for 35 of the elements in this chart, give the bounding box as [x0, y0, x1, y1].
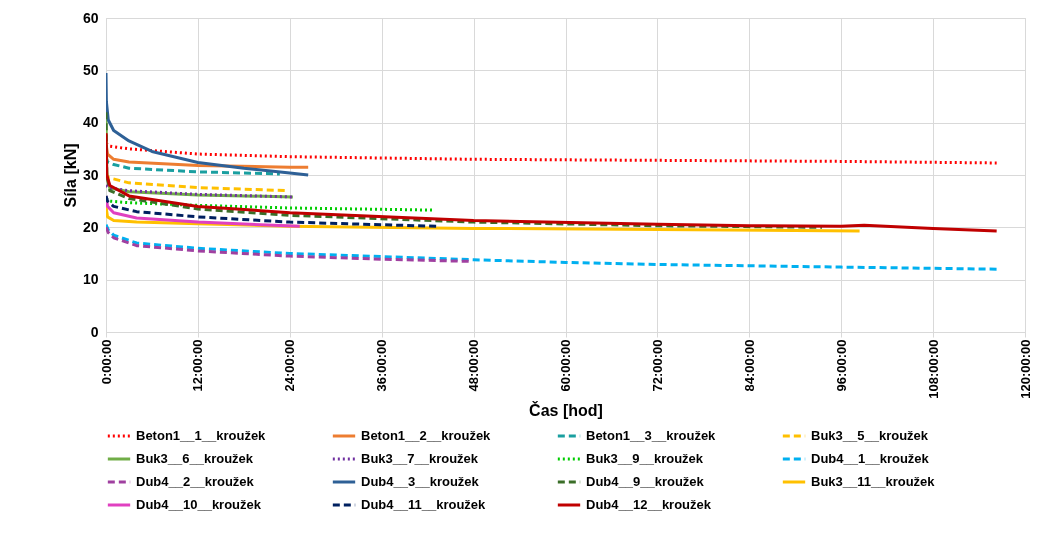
legend-label: Beton1__2__kroužek: [361, 428, 492, 443]
legend-label: Dub4__11__kroužek: [361, 497, 487, 512]
y-tick-label: 0: [90, 323, 99, 340]
x-tick-label: 84:00:00: [741, 339, 757, 392]
y-tick-label: 30: [82, 166, 99, 183]
x-tick-label: 72:00:00: [649, 339, 665, 392]
x-tick-label: 96:00:00: [833, 339, 849, 392]
legend-label: Dub4__12__kroužek: [586, 497, 712, 512]
y-tick-label: 10: [82, 271, 99, 288]
x-tick-label: 24:00:00: [282, 339, 298, 392]
legend-label: Dub4__2__kroužek: [136, 474, 255, 489]
legend-label: Buk3__6__kroužek: [136, 451, 254, 466]
legend-label: Dub4__9__kroužek: [586, 474, 705, 489]
legend-label: Dub4__3__kroužek: [361, 474, 480, 489]
x-tick-label: 48:00:00: [466, 339, 482, 392]
y-tick-label: 20: [82, 218, 99, 235]
legend-label: Dub4__1__kroužek: [811, 451, 930, 466]
x-tick-label: 120:00:00: [1017, 339, 1033, 399]
y-tick-label: 50: [82, 61, 99, 78]
x-tick-label: 108:00:00: [925, 339, 941, 399]
y-tick-label: 60: [82, 9, 99, 26]
x-tick-label: 36:00:00: [374, 339, 390, 392]
x-tick-label: 12:00:00: [190, 339, 206, 392]
x-tick-label: 0:00:00: [98, 339, 114, 385]
legend-label: Beton1__3__kroužek: [586, 428, 717, 443]
legend-label: Dub4__10__kroužek: [136, 497, 262, 512]
y-axis-title: Síla [kN]: [61, 143, 79, 208]
y-tick-label: 40: [82, 114, 99, 131]
legend-label: Buk3__9__kroužek: [586, 451, 704, 466]
legend-label: Buk3__5__kroužek: [811, 428, 929, 443]
legend-label: Buk3__7__kroužek: [361, 451, 479, 466]
x-axis-title: Čas [hod]: [529, 400, 603, 419]
x-tick-label: 60:00:00: [558, 339, 573, 392]
legend-label: Buk3__11__kroužek: [811, 474, 936, 489]
legend-label: Beton1__1__kroužek: [136, 428, 267, 443]
